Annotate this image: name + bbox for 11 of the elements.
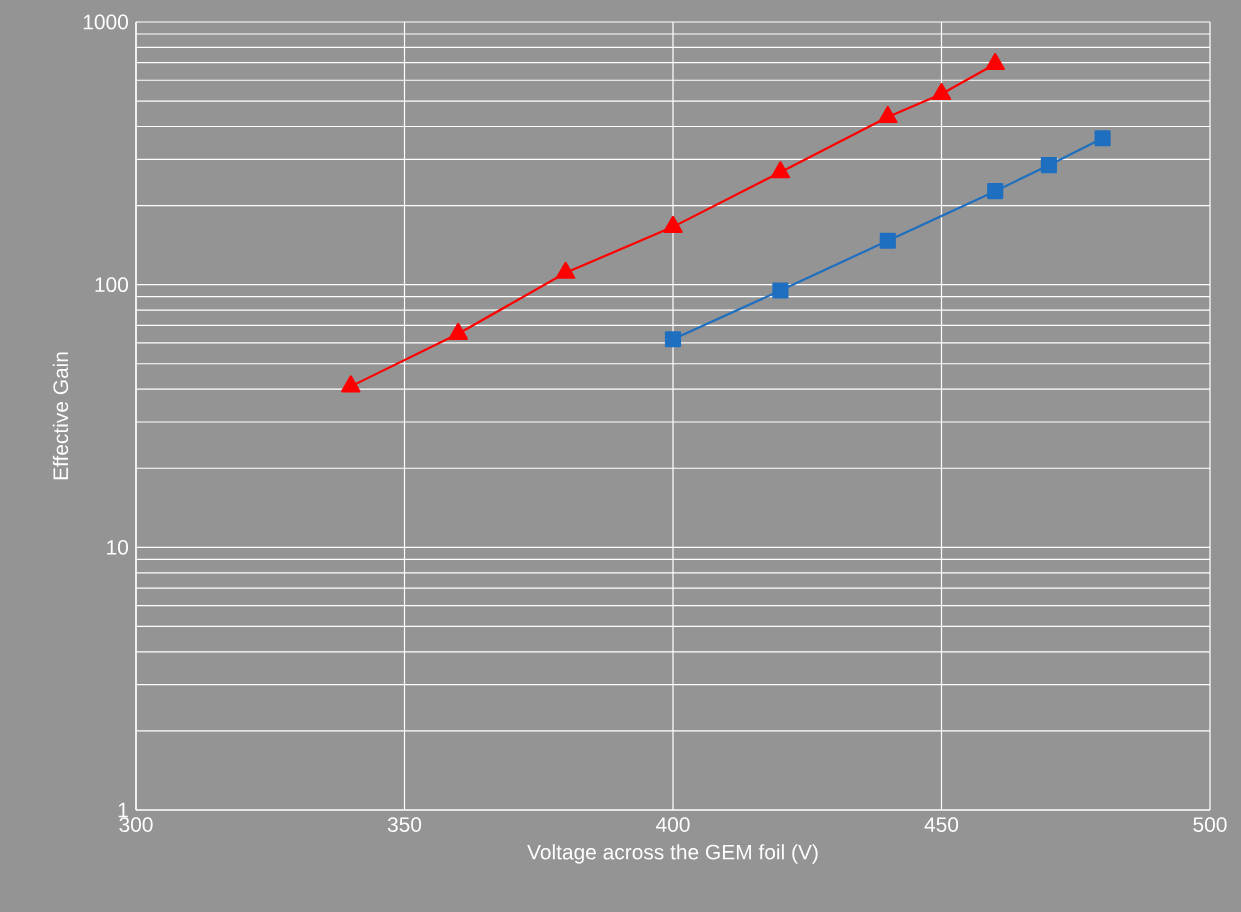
y-tick-label: 10: [107, 539, 128, 555]
y-tick-label: 1000: [83, 14, 128, 30]
x-tick-label: 500: [1193, 817, 1227, 832]
y-axis-title: Effective Gain: [52, 352, 69, 480]
x-tick-label: 400: [656, 817, 690, 832]
y-tick-label: 1: [118, 802, 128, 818]
x-tick-label: 450: [924, 817, 959, 832]
x-tick-label: 350: [387, 817, 422, 832]
x-axis-title: Voltage across the GEM foil (V): [527, 844, 818, 864]
x-tick-label: 300: [119, 817, 153, 832]
y-tick-label: 100: [95, 277, 128, 293]
